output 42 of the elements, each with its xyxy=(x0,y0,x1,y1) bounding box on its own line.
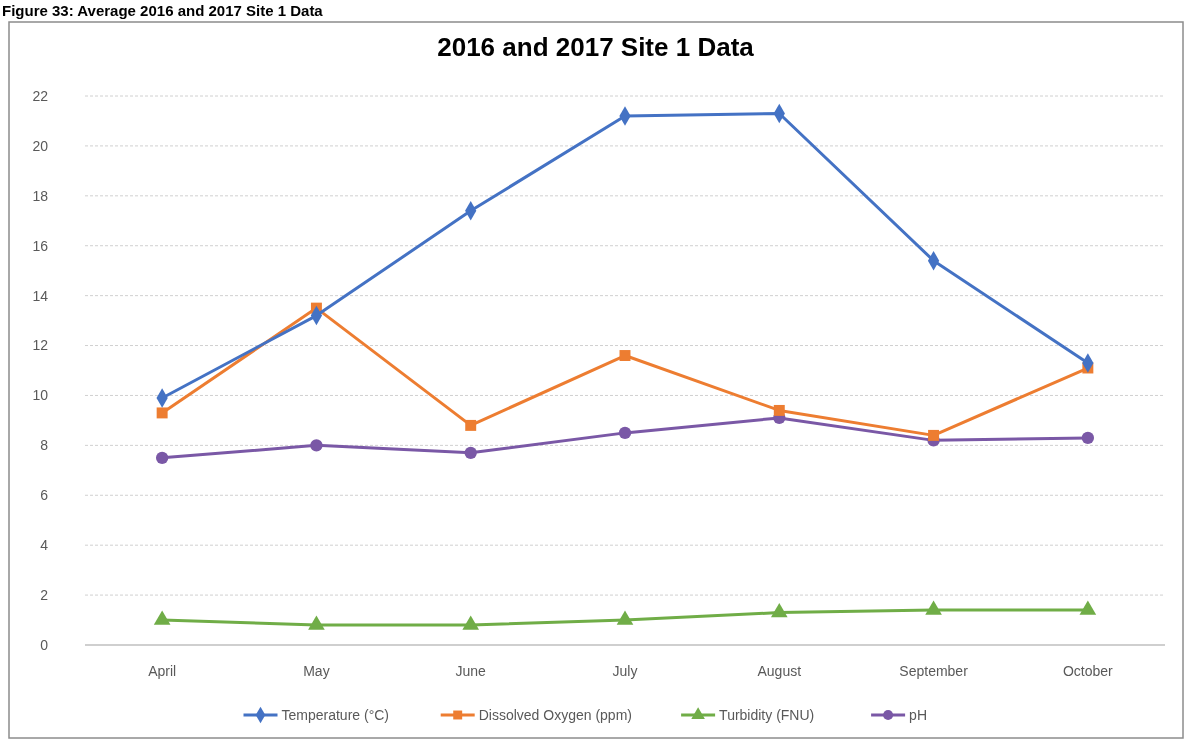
y-tick-label: 0 xyxy=(40,636,49,653)
y-tick-label: 4 xyxy=(40,537,49,554)
point xyxy=(770,602,788,618)
y-tick-label: 22 xyxy=(32,87,49,104)
y-tick-label: 16 xyxy=(32,237,49,254)
y-tick-label: 6 xyxy=(40,487,49,504)
point xyxy=(156,407,168,419)
point xyxy=(618,426,632,440)
legend-label: pH xyxy=(909,706,928,723)
y-tick-label: 18 xyxy=(32,187,49,204)
x-tick-label: October xyxy=(1062,663,1114,679)
point xyxy=(465,419,477,431)
caption: Figure 33: Average 2016 and 2017 Site 1 Data xyxy=(2,2,324,19)
point xyxy=(308,615,325,630)
point xyxy=(928,429,940,441)
chart-title: 2016 and 2017 Site 1 Data xyxy=(437,32,755,62)
point xyxy=(153,610,171,625)
x-tick-label: April xyxy=(148,663,177,679)
point xyxy=(619,350,631,361)
y-tick-label: 10 xyxy=(32,387,49,404)
point xyxy=(1081,431,1095,445)
x-tick-label: June xyxy=(455,663,487,679)
point xyxy=(925,600,942,615)
x-tick-label: July xyxy=(612,663,638,679)
legend-label: Turbidity (FNU) xyxy=(719,706,815,723)
y-tick-label: 8 xyxy=(40,437,49,454)
point xyxy=(310,439,323,452)
point xyxy=(155,451,169,465)
y-tick-label: 2 xyxy=(40,586,49,603)
legend-label: Dissolved Oxygen (ppm) xyxy=(478,706,632,723)
y-tick-label: 14 xyxy=(32,287,49,304)
y-tick-label: 12 xyxy=(32,337,49,354)
x-tick-label: September xyxy=(899,663,969,679)
legend-label: Temperature (°C) xyxy=(281,706,390,723)
point xyxy=(462,615,480,630)
point xyxy=(464,446,477,460)
y-tick-label: 20 xyxy=(32,137,49,154)
x-tick-label: August xyxy=(757,663,802,679)
point xyxy=(1079,600,1097,615)
x-tick-label: May xyxy=(303,663,330,679)
point xyxy=(773,404,785,416)
point xyxy=(616,610,634,625)
